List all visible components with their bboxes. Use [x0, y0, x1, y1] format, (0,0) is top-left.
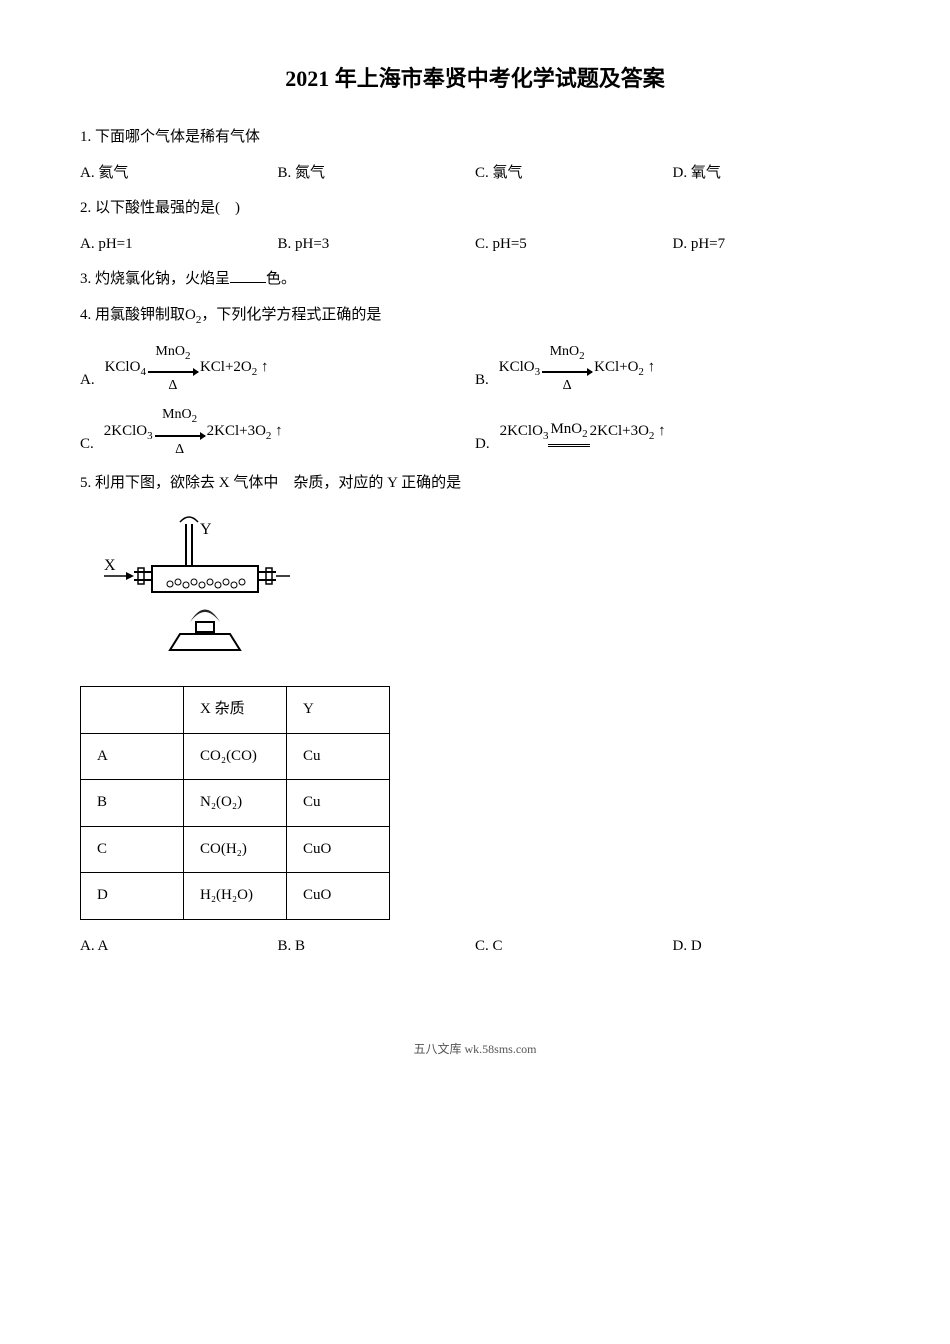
cell: CuO — [287, 826, 390, 873]
cell: Cu — [287, 780, 390, 827]
q4-options-row1: A. KClO4 MnO2 Δ KCl+2O2 ↑ B. KClO3 MnO2 … — [80, 344, 870, 394]
question-4: 4. 用氯酸钾制取O2，下列化学方程式正确的是 — [80, 303, 870, 330]
q4-opt-d: D. 2KClO3 MnO2 2KCl+3O2 ↑ — [475, 407, 870, 457]
q4-opt-b: B. KClO3 MnO2 Δ KCl+O2 ↑ — [475, 344, 870, 394]
q4-number: 4. — [80, 307, 91, 323]
cell: A — [81, 733, 184, 780]
page-title: 2021 年上海市奉贤中考化学试题及答案 — [80, 60, 870, 97]
q1-opt-b: B. 氮气 — [278, 161, 476, 187]
q4-opt-a: A. KClO4 MnO2 Δ KCl+2O2 ↑ — [80, 344, 475, 394]
cell: B — [81, 780, 184, 827]
q4-d-right: 2KCl+3O2 ↑ — [590, 419, 666, 446]
q4-c-right: 2KCl+3O2 ↑ — [207, 419, 283, 446]
cell: D — [81, 873, 184, 920]
question-1: 1. 下面哪个气体是稀有气体 — [80, 125, 870, 151]
question-2: 2. 以下酸性最强的是( ) — [80, 196, 870, 222]
q2-stem: 以下酸性最强的是( ) — [95, 200, 240, 216]
table-row: C CO(H₂) CuO — [81, 826, 390, 873]
diagram-y-label: Y — [200, 521, 212, 538]
page-footer: 五八文库 wk.58sms.com — [80, 1039, 870, 1059]
q2-opt-c: C. pH=5 — [475, 232, 673, 258]
th-y: Y — [287, 687, 390, 734]
q5-stem: 利用下图，欲除去 X 气体中 杂质，对应的 Y 正确的是 — [95, 475, 461, 491]
th-x: X 杂质 — [184, 687, 287, 734]
q2-opt-b: B. pH=3 — [278, 232, 476, 258]
q4-b-left: KClO3 — [499, 355, 540, 382]
q5-options: A. A B. B C. C D. D — [80, 934, 870, 960]
q2-number: 2. — [80, 200, 91, 216]
q5-opt-d: D. D — [673, 934, 871, 960]
th-blank — [81, 687, 184, 734]
cell: CuO — [287, 873, 390, 920]
q4-stem-b: ，下列化学方程式正确的是 — [201, 307, 381, 323]
question-3: 3. 灼烧氯化钠，火焰呈 色。 — [80, 267, 870, 293]
q5-opt-a: A. A — [80, 934, 278, 960]
q4-d-left: 2KClO3 — [500, 419, 549, 446]
q1-options: A. 氦气 B. 氮气 C. 氯气 D. 氧气 — [80, 161, 870, 187]
q1-opt-a: A. 氦气 — [80, 161, 278, 187]
table-row: D H₂(H₂O) CuO — [81, 873, 390, 920]
question-5: 5. 利用下图，欲除去 X 气体中 杂质，对应的 Y 正确的是 — [80, 471, 870, 497]
q4-options-row2: C. 2KClO3 MnO2 Δ 2KCl+3O2 ↑ D. 2KClO3 Mn… — [80, 407, 870, 457]
q2-options: A. pH=1 B. pH=3 C. pH=5 D. pH=7 — [80, 232, 870, 258]
q5-opt-b: B. B — [278, 934, 476, 960]
q4-opt-b-label: B. — [475, 368, 489, 394]
q4-a-arrow: MnO2 Δ — [148, 344, 198, 394]
table-head-row: X 杂质 Y — [81, 687, 390, 734]
q5-opt-c: C. C — [475, 934, 673, 960]
diagram-x-label: X — [104, 557, 116, 574]
cell: N₂(O₂) — [184, 780, 287, 827]
q4-d-condition: MnO2 — [548, 417, 589, 447]
cell: Cu — [287, 733, 390, 780]
q5-number: 5. — [80, 475, 91, 491]
q4-stem-a: 用氯酸钾制取 — [95, 307, 185, 323]
table-row: A CO₂(CO) Cu — [81, 733, 390, 780]
q4-c-arrow: MnO2 Δ — [155, 407, 205, 457]
cell: H₂(H₂O) — [184, 873, 287, 920]
q3-stem-b: 色。 — [266, 271, 296, 287]
cell: CO(H₂) — [184, 826, 287, 873]
table-row: B N₂(O₂) Cu — [81, 780, 390, 827]
q1-number: 1. — [80, 129, 91, 145]
q4-opt-d-label: D. — [475, 432, 490, 458]
q1-stem: 下面哪个气体是稀有气体 — [95, 129, 260, 145]
q4-opt-a-label: A. — [80, 368, 95, 394]
q4-a-left: KClO4 — [105, 355, 146, 382]
q4-c-left: 2KClO3 — [104, 419, 153, 446]
q3-blank — [230, 267, 266, 283]
q4-o2: O2 — [185, 307, 201, 323]
q1-opt-c: C. 氯气 — [475, 161, 673, 187]
q4-b-right: KCl+O2 ↑ — [594, 355, 655, 382]
q5-apparatus-diagram: X Y — [100, 512, 870, 672]
q4-b-arrow: MnO2 Δ — [542, 344, 592, 394]
q4-a-right: KCl+2O2 ↑ — [200, 355, 269, 382]
q1-opt-d: D. 氧气 — [673, 161, 871, 187]
q3-number: 3. — [80, 271, 91, 287]
cell: C — [81, 826, 184, 873]
q4-opt-c: C. 2KClO3 MnO2 Δ 2KCl+3O2 ↑ — [80, 407, 475, 457]
q5-table: X 杂质 Y A CO₂(CO) Cu B N₂(O₂) Cu C CO(H₂)… — [80, 686, 390, 920]
cell: CO₂(CO) — [184, 733, 287, 780]
q2-opt-a: A. pH=1 — [80, 232, 278, 258]
q4-opt-c-label: C. — [80, 432, 94, 458]
q3-stem-a: 灼烧氯化钠，火焰呈 — [95, 271, 230, 287]
q2-opt-d: D. pH=7 — [673, 232, 871, 258]
